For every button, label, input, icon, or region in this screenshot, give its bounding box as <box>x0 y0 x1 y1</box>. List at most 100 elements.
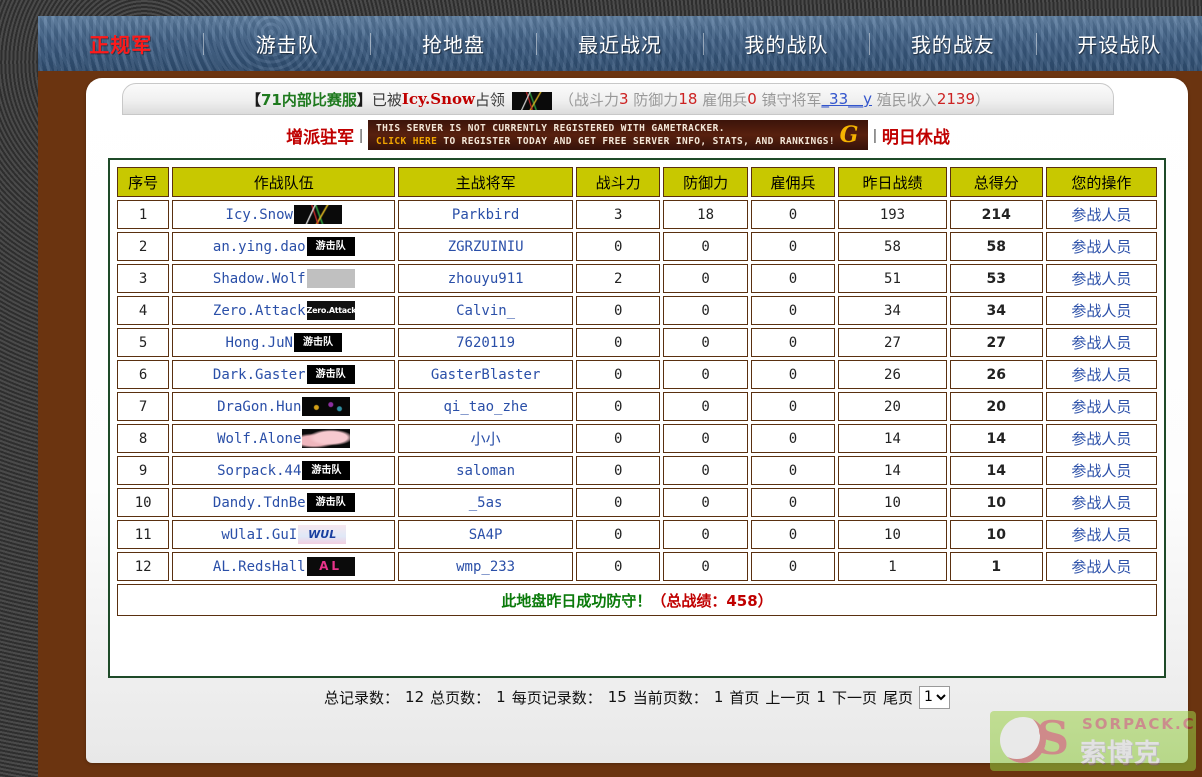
site-watermark-logo: S SORPACK.COM 索博克CS <box>990 711 1196 771</box>
table-header-row: 序号 作战队伍 主战将军 战斗力 防御力 雇佣兵 昨日战绩 总得分 您的操作 <box>117 167 1157 197</box>
teams-table-body: 1 Icy.Snow Parkbird 3 18 0 193 214 参战人员 2 an.ying.… <box>117 200 1157 581</box>
mercenary-value: 0 <box>750 424 836 453</box>
total-score: 214 <box>949 200 1043 229</box>
last-page-link[interactable]: 尾页 <box>882 688 913 707</box>
nav-separator <box>536 32 538 55</box>
team-badge-icon: 游击队 <box>306 493 355 512</box>
join-battle-link[interactable]: 参战人员 <box>1071 334 1132 352</box>
general-cell: 小小 <box>398 424 574 453</box>
gametracker-line1: THIS SERVER IS NOT CURRENTLY REGISTERED … <box>376 123 725 134</box>
yesterday-score: 10 <box>838 488 947 517</box>
team-name-link[interactable]: wUlaI.GuI <box>221 526 298 543</box>
team-name-link[interactable]: an.ying.dao <box>212 238 306 255</box>
first-page-link[interactable]: 首页 <box>729 688 760 707</box>
general-cell: _5as <box>398 488 574 517</box>
team-name-link[interactable]: Dark.Gaster <box>212 366 306 383</box>
team-badge-icon: 游击队 <box>306 237 355 256</box>
team-cell: Sorpack.44 游击队 <box>172 456 396 485</box>
team-name-link[interactable]: Icy.Snow <box>225 206 293 223</box>
general-name-link[interactable]: GasterBlaster <box>430 366 541 383</box>
table-row: 9 Sorpack.44 游击队 saloman 0 0 0 14 14 参战人员 <box>117 456 1157 485</box>
nav-item-my-teammates[interactable]: 我的战友 <box>870 29 1035 58</box>
nav-item-grab-territory[interactable]: 抢地盘 <box>371 29 536 58</box>
defense-value: 0 <box>663 328 748 357</box>
general-name-link[interactable]: Calvin_ <box>456 302 516 319</box>
owner-name: Icy.Snow <box>401 90 475 108</box>
general-name-link[interactable]: _5as <box>468 494 503 511</box>
join-battle-link[interactable]: 参战人员 <box>1071 270 1132 288</box>
page-select[interactable]: 1 <box>918 685 950 709</box>
defense-value: 0 <box>663 296 748 325</box>
nav-item-recent-battles[interactable]: 最近战况 <box>537 29 702 58</box>
table-row: 8 Wolf.Alone 小小 0 0 0 14 14 参战人员 <box>117 424 1157 453</box>
team-name-link[interactable]: Zero.Attack <box>212 302 306 319</box>
table-row: 6 Dark.Gaster 游击队 GasterBlaster 0 0 0 26 26 参战人员 <box>117 360 1157 389</box>
yesterday-score: 51 <box>838 264 947 293</box>
general-name-link[interactable]: saloman <box>456 462 516 479</box>
gametracker-banner[interactable]: THIS SERVER IS NOT CURRENTLY REGISTERED … <box>368 120 868 150</box>
general-cell: SA4P <box>398 520 574 549</box>
reinforce-garrison-link[interactable]: 增派驻军 <box>286 127 355 148</box>
team-name-link[interactable]: Hong.JuN <box>225 334 293 351</box>
general-name-link[interactable]: wmp_233 <box>456 558 516 575</box>
general-name-link[interactable]: zhouyu911 <box>447 270 524 287</box>
mercenary-value: 0 <box>750 296 836 325</box>
join-battle-link[interactable]: 参战人员 <box>1071 302 1132 320</box>
nav-item-create-team[interactable]: 开设战队 <box>1037 29 1202 58</box>
next-page-link[interactable]: 下一页 <box>831 688 877 707</box>
join-battle-link[interactable]: 参战人员 <box>1071 430 1132 448</box>
general-name-link[interactable]: qi_tao_zhe <box>443 398 528 415</box>
nav-item-regular-army[interactable]: 正规军 <box>38 29 203 58</box>
join-battle-link[interactable]: 参战人员 <box>1071 398 1132 416</box>
garrison-general-link[interactable]: _33__y <box>821 90 873 108</box>
general-cell: Calvin_ <box>398 296 574 325</box>
occupied-prefix: 已被 <box>371 90 402 109</box>
bracket-close: 】 <box>356 90 372 109</box>
mercenary-value: 0 <box>750 456 836 485</box>
join-battle-link[interactable]: 参战人员 <box>1071 462 1132 480</box>
total-score: 34 <box>949 296 1043 325</box>
current-page-label: 当前页数： <box>632 688 708 707</box>
general-name-link[interactable]: 7620119 <box>456 334 516 351</box>
truce-tomorrow-link[interactable]: 明日休战 <box>881 127 950 148</box>
general-name-link[interactable]: SA4P <box>468 526 503 543</box>
gametracker-click-here[interactable]: CLICK HERE <box>376 136 438 147</box>
general-name-link[interactable]: ZGRZUINIU <box>447 238 524 255</box>
team-name-link[interactable]: Shadow.Wolf <box>212 270 306 287</box>
join-battle-link[interactable]: 参战人员 <box>1071 494 1132 512</box>
general-name-link[interactable]: 小小 <box>470 430 501 448</box>
join-battle-link[interactable]: 参战人员 <box>1071 238 1132 256</box>
join-battle-link[interactable]: 参战人员 <box>1071 366 1132 384</box>
per-page-value: 15 <box>607 688 627 706</box>
general-name-link[interactable]: Parkbird <box>451 206 520 223</box>
col-index: 序号 <box>117 167 170 197</box>
gametracker-line2-rest: TO REGISTER TODAY AND GET FREE SERVER IN… <box>437 136 835 147</box>
mercenary-value: 0 <box>750 552 836 581</box>
join-battle-link[interactable]: 参战人员 <box>1071 526 1132 544</box>
team-name-link[interactable]: AL.RedsHall <box>212 558 306 575</box>
team-name-link[interactable]: Wolf.Alone <box>217 430 302 447</box>
join-battle-link[interactable]: 参战人员 <box>1071 558 1132 576</box>
total-score: 14 <box>949 456 1043 485</box>
stats-close: ） <box>975 90 991 109</box>
watermark-circle-icon <box>1000 717 1046 763</box>
action-cell: 参战人员 <box>1045 488 1157 517</box>
yesterday-score: 26 <box>838 360 947 389</box>
team-name-link[interactable]: Dandy.TdnBe <box>212 494 306 511</box>
income-value: 2139 <box>936 90 975 108</box>
nav-label: 正规军 <box>89 33 153 57</box>
join-battle-link[interactable]: 参战人员 <box>1071 206 1132 224</box>
prev-page-link[interactable]: 上一页 <box>765 688 811 707</box>
teams-table-container: 序号 作战队伍 主战将军 战斗力 防御力 雇佣兵 昨日战绩 总得分 您的操作 1… <box>108 158 1166 678</box>
yesterday-score: 34 <box>838 296 947 325</box>
watermark-bottom-text: 索博克CS <box>1080 739 1162 771</box>
row-index: 9 <box>117 456 170 485</box>
yesterday-score: 14 <box>838 456 947 485</box>
row-index: 12 <box>117 552 170 581</box>
nav-item-guerilla[interactable]: 游击队 <box>204 29 369 58</box>
team-badge-icon: AL <box>306 557 355 576</box>
nav-item-my-team[interactable]: 我的战队 <box>704 29 869 58</box>
general-cell: ZGRZUINIU <box>398 232 574 261</box>
team-name-link[interactable]: Sorpack.44 <box>217 462 302 479</box>
team-name-link[interactable]: DraGon.Hun <box>217 398 302 415</box>
